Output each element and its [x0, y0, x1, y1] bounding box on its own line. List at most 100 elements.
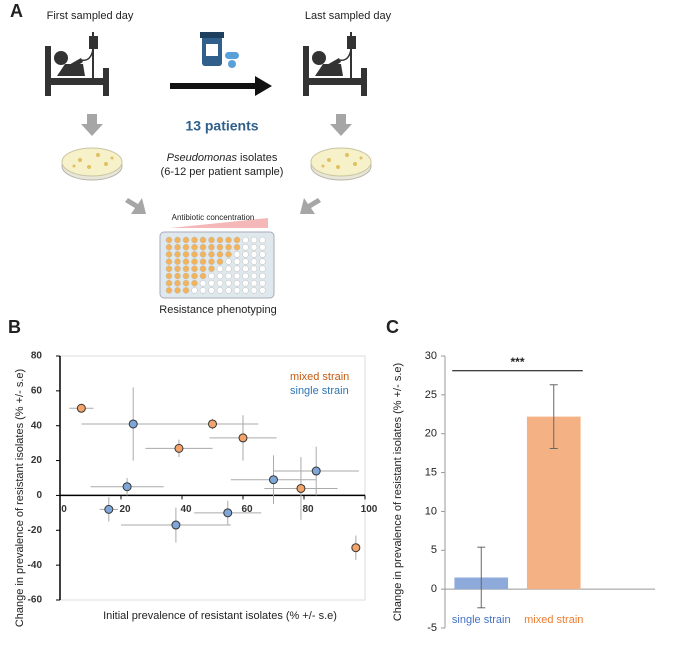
- y-tick-label: 10: [425, 505, 437, 517]
- x-tick-label: single strain: [452, 614, 511, 626]
- isolates-label: Pseudomonas isolates: [167, 152, 278, 164]
- well: [182, 243, 190, 251]
- well: [191, 236, 198, 244]
- well: [216, 236, 224, 244]
- x-tick-label: 100: [361, 504, 378, 515]
- x-tick-label: 20: [119, 504, 131, 515]
- well: [199, 243, 207, 251]
- well: [259, 265, 266, 273]
- legend-entry: mixed strain: [290, 371, 349, 383]
- well: [174, 272, 181, 280]
- well: [165, 243, 173, 251]
- point: [351, 543, 361, 553]
- well: [259, 279, 266, 287]
- y-tick-label: -40: [28, 560, 43, 571]
- panel-a: A First sampled day Last sampled day 13 …: [10, 1, 392, 316]
- y-tick-label: 20: [425, 428, 437, 440]
- y-tick-label: 80: [31, 351, 43, 362]
- well: [225, 279, 232, 287]
- patient-icon: [302, 31, 368, 97]
- y-tick-label: 15: [425, 466, 437, 478]
- drug-icon: [200, 32, 239, 68]
- well: [191, 243, 198, 251]
- well: [191, 251, 198, 258]
- well: [216, 287, 224, 294]
- well: [165, 287, 173, 294]
- phenotyping-label: Resistance phenotyping: [159, 304, 276, 316]
- point: [208, 419, 217, 429]
- gradient-label: Antibiotic concentration: [172, 213, 255, 222]
- y-tick-label: 30: [425, 350, 437, 362]
- y-tick-label: 0: [36, 490, 42, 501]
- well: [208, 287, 215, 294]
- panel-label: A: [10, 1, 23, 21]
- well: [233, 287, 241, 294]
- well: [233, 265, 241, 273]
- well: [233, 272, 241, 280]
- well: [242, 243, 249, 251]
- well: [242, 251, 249, 258]
- well: [174, 265, 181, 273]
- well: [233, 258, 241, 265]
- well: [165, 258, 173, 265]
- point: [104, 504, 114, 514]
- well: [259, 251, 266, 258]
- well: [165, 236, 173, 244]
- x-axis-title: Initial prevalence of resistant isolates…: [103, 610, 337, 622]
- well: [199, 251, 207, 258]
- well: [233, 236, 241, 244]
- point: [122, 482, 132, 492]
- y-tick-label: 5: [431, 544, 437, 556]
- well: [250, 287, 258, 294]
- well: [208, 243, 215, 251]
- well: [208, 251, 215, 258]
- well: [225, 272, 232, 280]
- well: [165, 272, 173, 280]
- y-tick-label: 25: [425, 389, 437, 401]
- well: [182, 236, 190, 244]
- isolates-rest: isolates: [237, 152, 278, 164]
- well: [216, 258, 224, 265]
- petri-dish: [61, 147, 123, 181]
- well: [199, 265, 207, 273]
- y-tick-label: -20: [28, 525, 43, 536]
- well: [250, 251, 258, 258]
- well: [216, 272, 224, 280]
- y-tick-label: 0: [431, 583, 437, 595]
- well: [165, 251, 173, 258]
- x-tick-label: mixed strain: [524, 614, 583, 626]
- well: [242, 258, 249, 265]
- patients-label: 13 patients: [185, 118, 258, 134]
- well: [259, 272, 266, 280]
- well: [182, 265, 190, 273]
- well: [199, 258, 207, 265]
- well: [199, 279, 207, 287]
- isolates-line2: (6-12 per patient sample): [161, 166, 284, 178]
- well: [216, 243, 224, 251]
- point: [128, 419, 138, 429]
- well: [174, 236, 181, 244]
- well: [225, 243, 232, 251]
- well: [233, 279, 241, 287]
- well: [250, 236, 258, 244]
- well: [174, 251, 181, 258]
- well: [191, 265, 198, 273]
- well: [208, 279, 215, 287]
- well: [174, 243, 181, 251]
- annotation: ***: [510, 355, 524, 369]
- well: [242, 287, 249, 294]
- well: [208, 265, 215, 273]
- well: [259, 243, 266, 251]
- y-axis-title: Change in prevalence of resistant isolat…: [392, 363, 404, 621]
- well: [191, 272, 198, 280]
- y-tick-label: -5: [427, 622, 437, 634]
- well: [259, 258, 266, 265]
- well: [191, 279, 198, 287]
- well: [199, 272, 207, 280]
- point: [269, 475, 278, 485]
- well: [191, 287, 198, 294]
- x-tick-label: 0: [61, 504, 67, 515]
- well: [242, 272, 249, 280]
- well: [259, 236, 266, 244]
- right-label: Last sampled day: [305, 10, 392, 22]
